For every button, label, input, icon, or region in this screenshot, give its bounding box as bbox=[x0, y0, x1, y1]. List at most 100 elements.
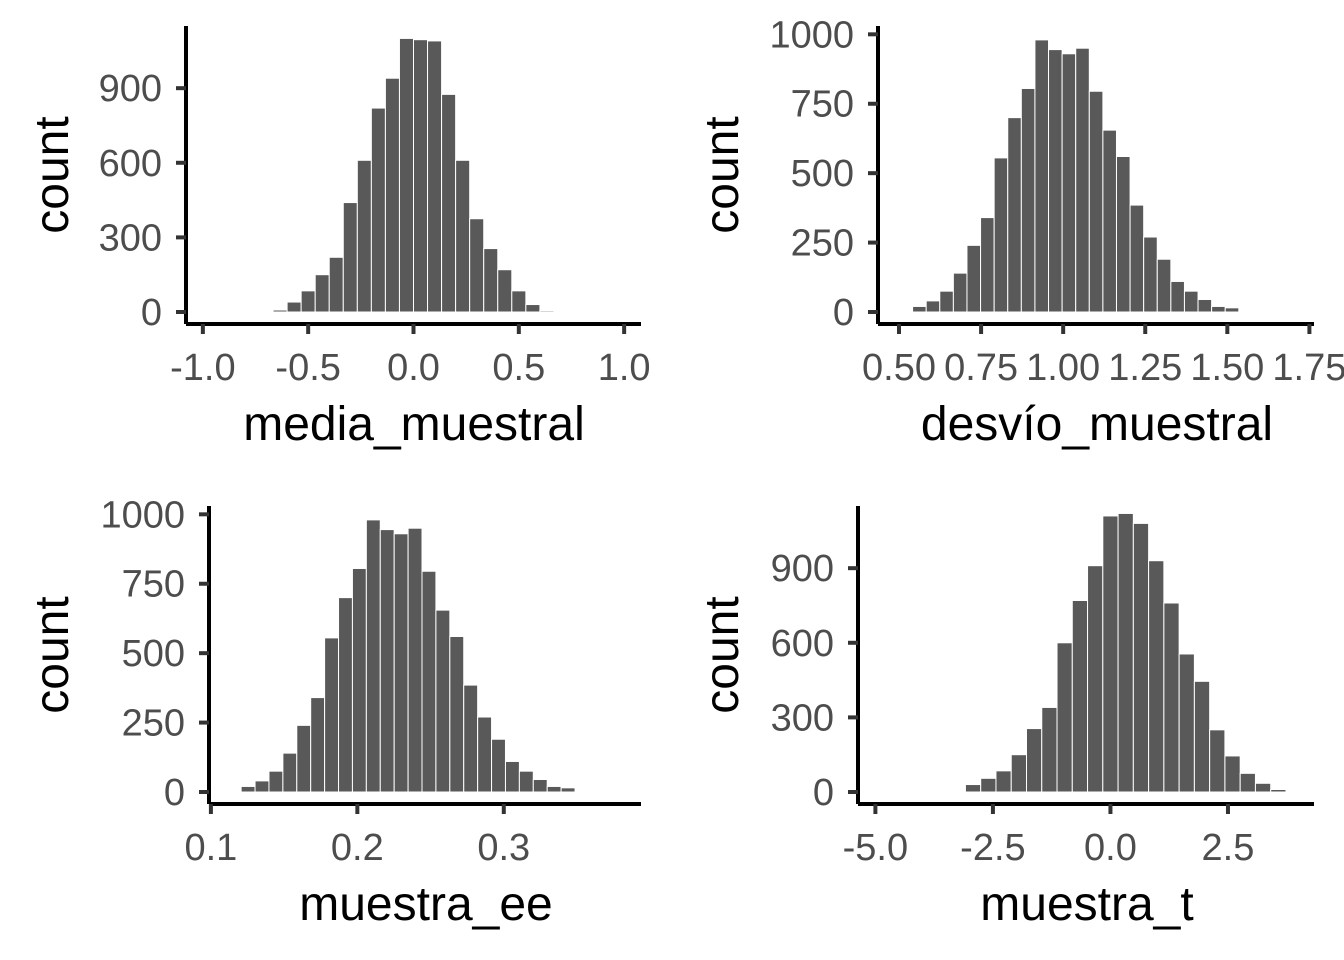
bar-t-16 bbox=[1209, 729, 1226, 793]
x-tick-label-ee-2: 0.3 bbox=[477, 827, 530, 869]
bar-desvio-15 bbox=[1115, 156, 1131, 313]
bar-t-17 bbox=[1224, 755, 1241, 793]
x-tick-label-t-3: 2.5 bbox=[1202, 827, 1255, 869]
x-tick-label-desvio-2: 1.00 bbox=[1026, 347, 1100, 389]
bar-ee-18 bbox=[491, 738, 506, 793]
bar-t-10 bbox=[1117, 512, 1134, 793]
x-tick-label-media-0: -1.0 bbox=[170, 347, 235, 389]
bar-ee-3 bbox=[282, 752, 298, 793]
bar-desvio-9 bbox=[1034, 39, 1050, 313]
bars-t bbox=[964, 512, 1287, 793]
panel-desvio: 0.50 0.75 1.00 1.25 1.50 1.75 0 250 500 750 1000 de… bbox=[696, 14, 1344, 451]
bar-media-19 bbox=[539, 310, 555, 313]
y-axis-title-t: count bbox=[696, 596, 749, 713]
bars-ee bbox=[240, 519, 576, 793]
x-axis-title-t: muestra_t bbox=[980, 878, 1193, 931]
bar-desvio-20 bbox=[1183, 290, 1199, 313]
bar-t-9 bbox=[1102, 515, 1119, 793]
bar-media-1 bbox=[286, 301, 302, 313]
bar-ee-19 bbox=[504, 760, 520, 793]
bar-t-12 bbox=[1148, 560, 1165, 793]
bar-media-17 bbox=[511, 290, 527, 313]
x-tick-label-desvio-5: 1.75 bbox=[1272, 347, 1344, 389]
x-tick-label-t-0: -5.0 bbox=[843, 827, 908, 869]
y-tick-label-ee-2: 500 bbox=[122, 633, 185, 675]
bar-desvio-6 bbox=[993, 157, 1009, 313]
y-axis-title-desvio: count bbox=[696, 116, 749, 233]
bar-desvio-12 bbox=[1075, 47, 1090, 313]
bar-desvio-11 bbox=[1061, 53, 1077, 313]
bar-media-15 bbox=[483, 248, 499, 313]
bar-media-11 bbox=[427, 40, 443, 313]
bar-ee-11 bbox=[393, 533, 409, 793]
y-tick-label-t-3: 900 bbox=[771, 548, 834, 590]
x-tick-label-media-4: 1.0 bbox=[598, 347, 651, 389]
bars-desvio bbox=[912, 39, 1240, 313]
bar-desvio-16 bbox=[1129, 204, 1145, 313]
bar-media-13 bbox=[455, 159, 471, 313]
bar-desvio-4 bbox=[966, 244, 982, 313]
panel-t: -5.0 -2.5 0.0 2.5 0 300 600 900 muestra_t count bbox=[696, 506, 1314, 931]
x-tick-label-desvio-1: 0.75 bbox=[944, 347, 1018, 389]
bar-desvio-2 bbox=[939, 290, 954, 313]
bar-desvio-7 bbox=[1007, 117, 1022, 313]
bar-desvio-5 bbox=[980, 217, 995, 313]
bar-media-9 bbox=[398, 37, 415, 313]
bar-ee-22 bbox=[546, 785, 562, 793]
bar-media-7 bbox=[370, 107, 386, 313]
bar-desvio-18 bbox=[1156, 258, 1172, 313]
bar-media-6 bbox=[356, 159, 372, 313]
y-tick-label-desvio-4: 1000 bbox=[769, 14, 854, 56]
bar-ee-5 bbox=[310, 697, 326, 793]
bar-ee-20 bbox=[518, 770, 534, 793]
bar-t-3 bbox=[1010, 754, 1027, 793]
bar-ee-1 bbox=[254, 780, 270, 793]
x-tick-label-t-2: 0.0 bbox=[1084, 827, 1137, 869]
bar-ee-8 bbox=[351, 567, 367, 793]
bars-media bbox=[272, 37, 555, 313]
x-tick-label-media-1: -0.5 bbox=[275, 347, 340, 389]
bar-t-4 bbox=[1026, 728, 1043, 793]
y-tick-label-ee-4: 1000 bbox=[100, 494, 185, 536]
bar-t-18 bbox=[1239, 772, 1256, 793]
bar-media-3 bbox=[314, 274, 330, 313]
y-tick-label-media-2: 600 bbox=[99, 143, 162, 185]
y-tick-label-media-3: 900 bbox=[99, 68, 162, 110]
y-tick-label-ee-0: 0 bbox=[164, 772, 185, 814]
bar-ee-17 bbox=[477, 716, 493, 793]
x-tick-label-desvio-3: 1.25 bbox=[1108, 347, 1182, 389]
bar-t-19 bbox=[1254, 782, 1272, 793]
bar-ee-23 bbox=[560, 787, 576, 793]
x-tick-label-desvio-4: 1.50 bbox=[1190, 347, 1264, 389]
bar-desvio-23 bbox=[1224, 307, 1240, 313]
bar-t-5 bbox=[1041, 706, 1058, 793]
bar-desvio-3 bbox=[952, 272, 968, 313]
bar-t-13 bbox=[1163, 602, 1180, 793]
x-axis-title-ee: muestra_ee bbox=[299, 878, 552, 931]
y-tick-label-media-1: 300 bbox=[99, 217, 162, 259]
bar-ee-14 bbox=[435, 609, 451, 793]
bar-t-11 bbox=[1132, 522, 1150, 793]
bar-t-1 bbox=[980, 777, 997, 793]
y-tick-label-t-0: 0 bbox=[813, 772, 834, 814]
x-tick-label-ee-0: 0.1 bbox=[184, 827, 237, 869]
y-axis-title-media: count bbox=[26, 116, 79, 233]
bar-desvio-1 bbox=[925, 300, 941, 313]
bar-t-2 bbox=[995, 770, 1012, 793]
bar-ee-16 bbox=[463, 684, 479, 793]
bar-ee-15 bbox=[449, 636, 465, 793]
y-tick-label-media-0: 0 bbox=[141, 292, 162, 334]
panel-media: -1.0 -0.5 0.0 0.5 1.0 0 300 600 900 media_muestra… bbox=[26, 26, 651, 451]
x-tick-label-desvio-0: 0.50 bbox=[862, 347, 936, 389]
bar-desvio-21 bbox=[1197, 299, 1213, 313]
bar-t-14 bbox=[1178, 653, 1195, 793]
bar-desvio-0 bbox=[912, 305, 927, 313]
bar-media-5 bbox=[342, 202, 358, 313]
bar-t-6 bbox=[1056, 642, 1073, 793]
x-tick-label-media-3: 0.5 bbox=[492, 347, 545, 389]
bar-media-8 bbox=[384, 77, 400, 313]
bar-desvio-14 bbox=[1102, 129, 1117, 313]
bar-ee-9 bbox=[365, 519, 381, 793]
bar-t-0 bbox=[964, 784, 982, 793]
